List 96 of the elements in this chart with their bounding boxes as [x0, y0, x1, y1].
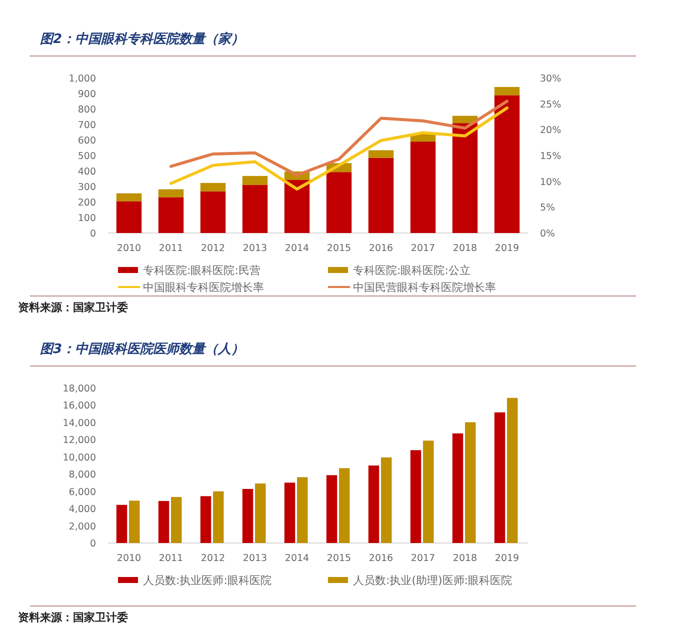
x-tick-label: 2011 [158, 243, 184, 254]
bar [284, 180, 310, 233]
bar [452, 433, 464, 543]
bar [326, 172, 352, 233]
y2-tick-label: 0% [540, 228, 556, 240]
y-tick-label: 0 [90, 538, 96, 550]
chart-title: 图2：中国眼科专科医院数量（家） [40, 31, 244, 47]
bar [494, 412, 506, 543]
y-tick-label: 300 [78, 182, 96, 193]
bar [423, 440, 434, 543]
y-tick-label: 18,000 [62, 384, 96, 394]
y2-tick-label: 5% [540, 202, 556, 214]
x-tick-label: 2016 [368, 553, 394, 564]
bar [158, 500, 170, 543]
x-tick-label: 2018 [452, 553, 478, 564]
bar [284, 482, 296, 543]
x-tick-label: 2013 [242, 243, 268, 254]
y-tick-label: 2,000 [68, 521, 96, 532]
text: 资料来源：国家卫计委 [18, 611, 128, 624]
bar [368, 150, 394, 158]
x-tick-label: 2015 [326, 243, 352, 254]
y-tick-label: 1,000 [68, 74, 96, 84]
bar [200, 496, 212, 543]
bar [339, 468, 350, 543]
bar [507, 398, 518, 543]
legend-label: 专科医院:眼科医院:公立 [353, 264, 470, 277]
x-tick-label: 2017 [410, 553, 436, 564]
y-tick-label: 14,000 [62, 418, 96, 429]
x-tick-label: 2011 [158, 553, 184, 564]
bar [410, 142, 436, 233]
bar [410, 450, 422, 543]
y-tick-label: 4,000 [68, 504, 96, 516]
bar [452, 123, 478, 233]
y-tick-label: 700 [78, 120, 96, 131]
y2-tick-label: 15% [540, 151, 562, 162]
x-tick-label: 2017 [410, 243, 436, 254]
x-tick-label: 2012 [200, 553, 226, 564]
y-tick-label: 600 [78, 136, 96, 146]
bar [158, 189, 184, 198]
x-tick-label: 2013 [242, 553, 268, 564]
bar [326, 475, 338, 543]
legend-label: 中国眼科专科医院增长率 [143, 281, 264, 294]
x-tick-label: 2010 [116, 553, 142, 564]
line-series [170, 100, 508, 177]
y2-tick-label: 25% [540, 99, 562, 110]
bar [171, 497, 182, 543]
y-tick-label: 400 [78, 166, 96, 178]
y2-tick-label: 20% [540, 125, 562, 136]
x-tick-label: 2012 [200, 243, 226, 254]
y2-tick-label: 30% [540, 74, 562, 84]
bar [116, 504, 128, 543]
y-tick-label: 8,000 [68, 470, 96, 481]
x-tick-label: 2010 [116, 243, 142, 254]
line-series [170, 106, 508, 191]
bar [116, 193, 142, 202]
y-tick-label: 500 [78, 151, 96, 162]
bar [381, 457, 392, 543]
legend-label: 中国民营眼科专科医院增长率 [353, 281, 496, 294]
bar [200, 182, 226, 192]
bar [116, 201, 142, 233]
bar [368, 466, 380, 543]
x-tick-label: 2015 [326, 553, 352, 564]
bar [255, 483, 266, 543]
text: 资料来源：国家卫计委 [18, 301, 128, 314]
x-tick-label: 2014 [284, 243, 310, 254]
bar [200, 191, 226, 233]
bar [494, 95, 520, 233]
y2-tick-label: 10% [540, 176, 562, 188]
legend-label: 专科医院:眼科医院:民营 [143, 264, 260, 277]
x-tick-label: 2016 [368, 243, 394, 254]
x-tick-label: 2019 [494, 553, 520, 564]
legend-label: 人员数:执业(助理)医师:眼科医院 [353, 574, 512, 587]
y-tick-label: 100 [78, 213, 96, 224]
x-tick-label: 2014 [284, 553, 310, 564]
x-tick-label: 2019 [494, 243, 520, 254]
y-tick-label: 12,000 [62, 435, 96, 446]
bar [368, 158, 394, 233]
bar [242, 184, 268, 233]
legend-label: 人员数:执业医师:眼科医院 [143, 574, 272, 587]
y-tick-label: 0 [90, 228, 96, 240]
y-tick-label: 800 [78, 104, 96, 116]
y-tick-label: 16,000 [62, 400, 96, 412]
bar [213, 491, 224, 543]
bar [129, 500, 140, 543]
bar [242, 176, 268, 185]
bar [158, 197, 184, 233]
x-tick-label: 2018 [452, 243, 478, 254]
bar [297, 477, 308, 543]
bar [494, 86, 520, 96]
y-tick-label: 900 [78, 89, 96, 100]
bar [465, 422, 476, 543]
y-tick-label: 6,000 [68, 486, 96, 498]
y-tick-label: 200 [78, 198, 96, 208]
bar [242, 488, 254, 543]
chart-title: 图3：中国眼科医院医师数量（人） [40, 341, 244, 357]
y-tick-label: 10,000 [62, 452, 96, 464]
